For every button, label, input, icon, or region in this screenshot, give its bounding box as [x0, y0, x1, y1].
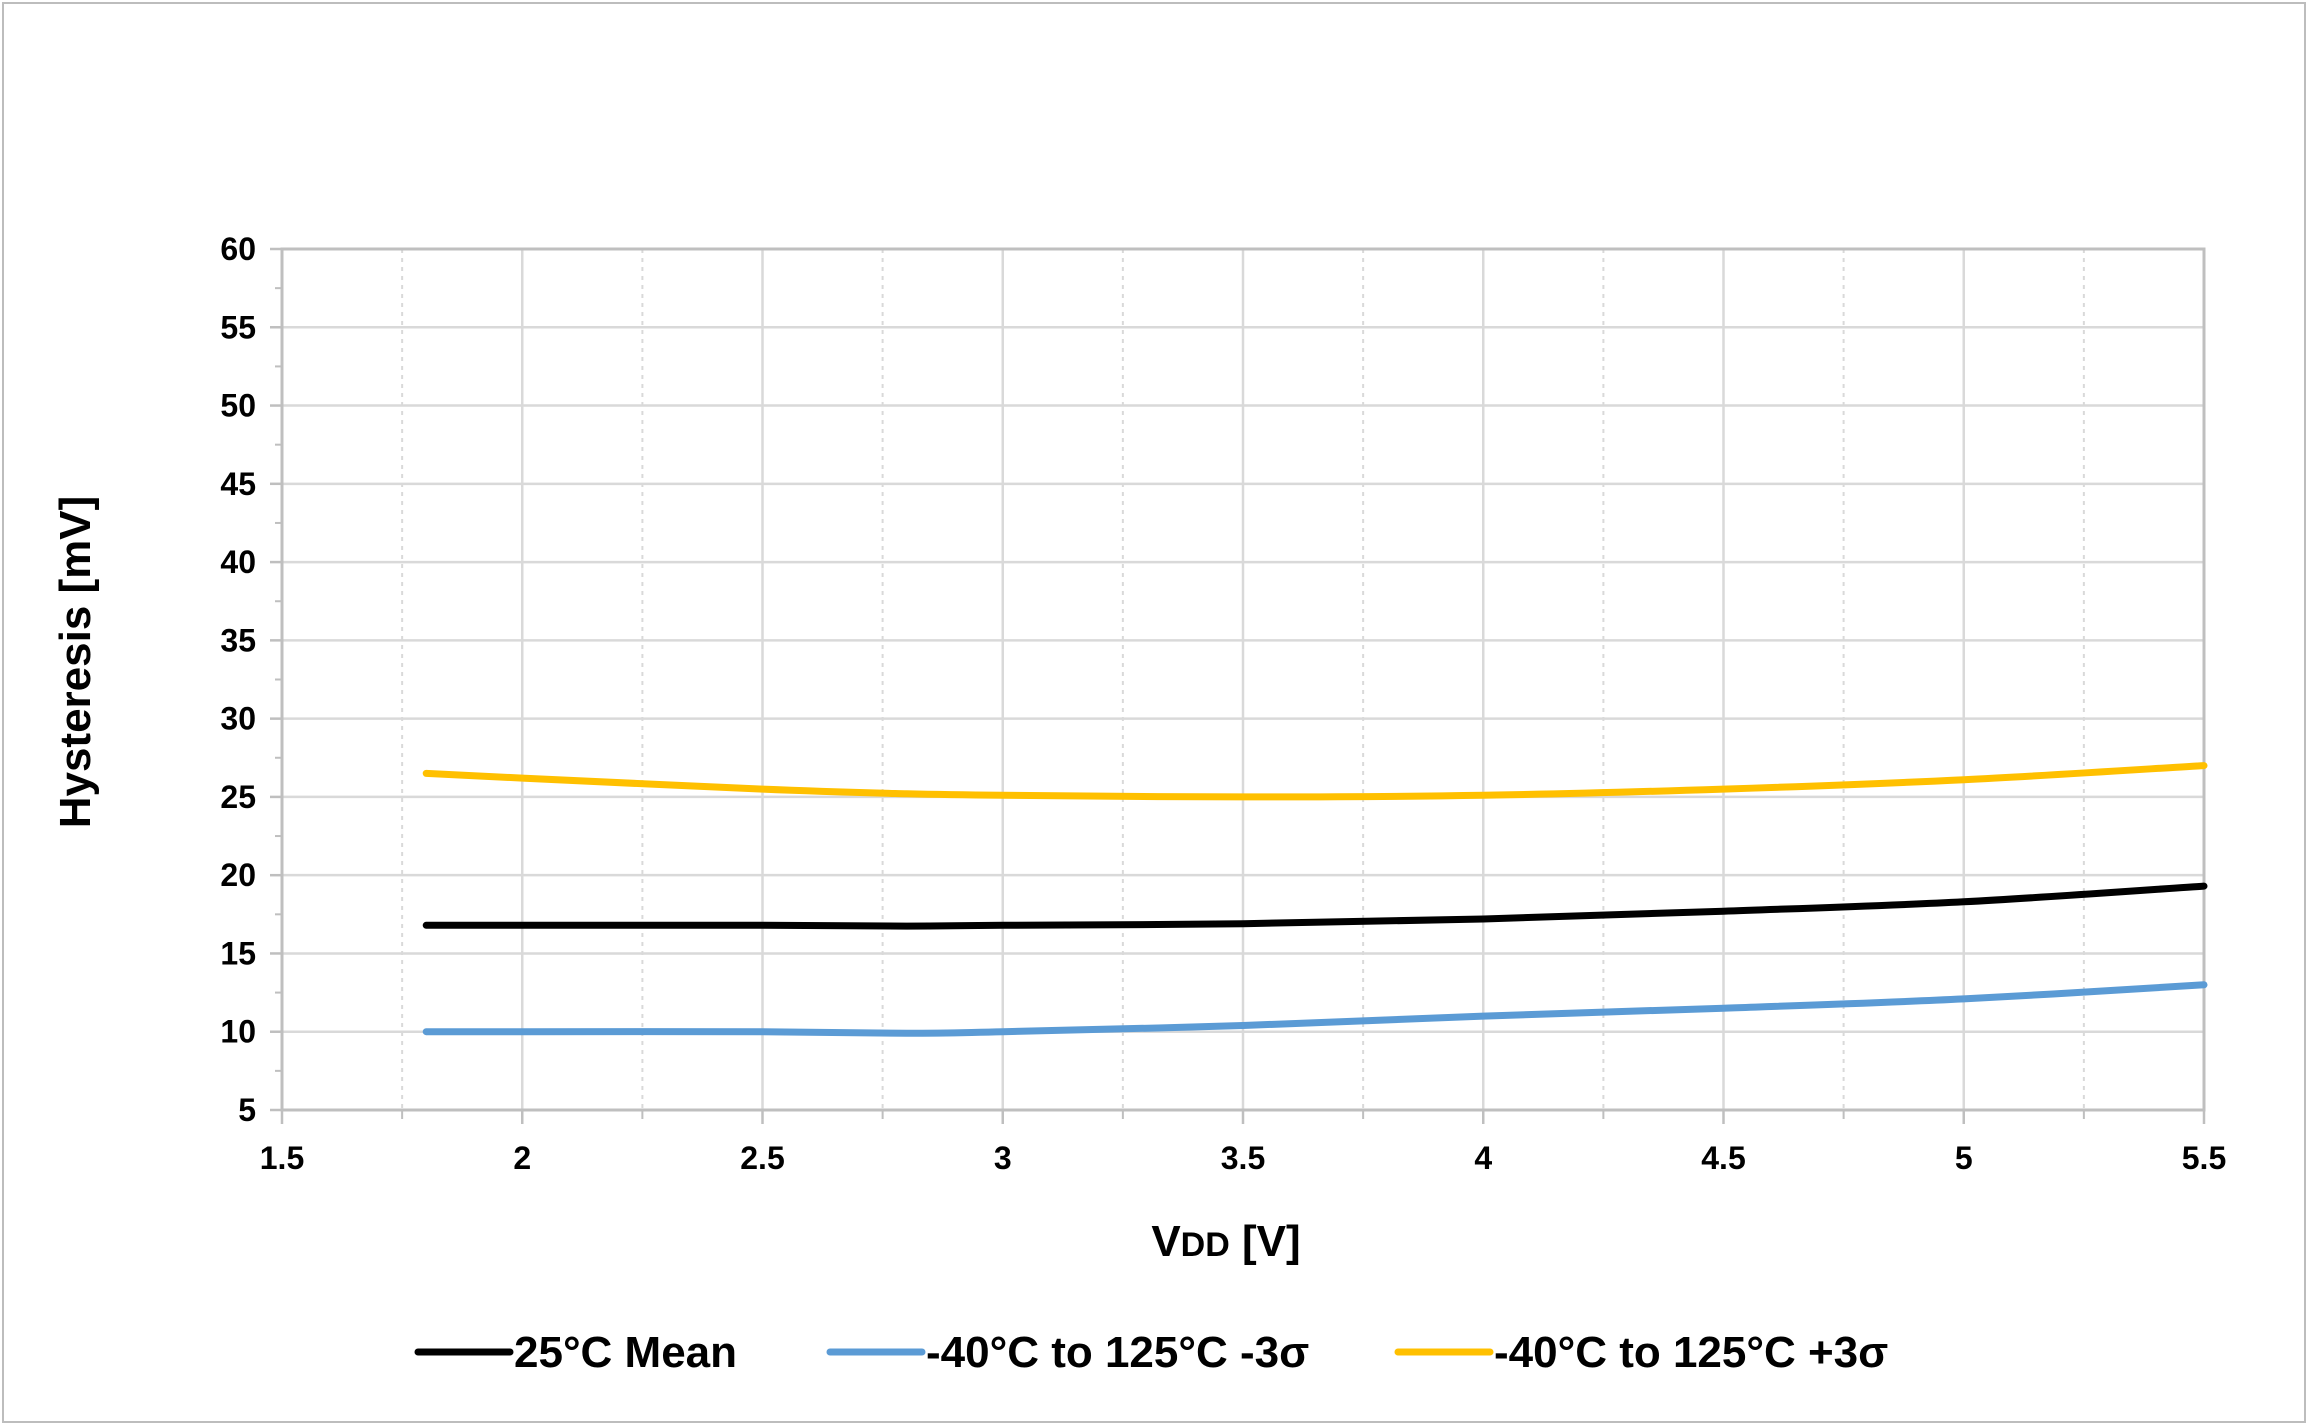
y-tick-label: 30	[220, 701, 256, 737]
series-line-1	[422, 882, 2208, 930]
y-tick-label: 55	[220, 309, 256, 345]
x-axis-title-unit: [V]	[1230, 1217, 1301, 1266]
y-tick-label: 60	[220, 231, 256, 267]
x-axis-tick-labels: 1.5 2 2.5 3 3.5 4 4.5 5 5.5	[260, 1140, 2226, 1176]
x-tick-label: 3	[994, 1140, 1012, 1176]
y-axis-title: Hysteresis [mV]	[51, 496, 100, 829]
x-tick-label: 5	[1955, 1140, 1973, 1176]
y-tick-label: 50	[220, 388, 256, 424]
legend-label-1: 25°C Mean	[514, 1328, 737, 1377]
x-axis-title: VDD [V]	[1151, 1217, 1300, 1266]
x-tick-label: 5.5	[2182, 1140, 2226, 1176]
x-tick-label: 1.5	[260, 1140, 304, 1176]
y-tick-label: 40	[220, 544, 256, 580]
legend-label-2: -40°C to 125°C -3σ	[926, 1328, 1309, 1377]
x-axis-title-main: V	[1151, 1217, 1181, 1266]
x-tick-label: 4	[1474, 1140, 1492, 1176]
y-tick-label: 5	[238, 1092, 256, 1128]
major-gridlines	[282, 249, 2204, 1110]
y-axis-tick-labels: 5 10 15 20 25 30 35 40 45 50 55 60	[220, 231, 256, 1128]
y-tick-label: 15	[220, 935, 256, 971]
legend: 25°C Mean -40°C to 125°C -3σ -40°C to 125°…	[414, 1328, 1888, 1377]
axis-ticks	[270, 247, 2206, 1124]
y-tick-label: 35	[220, 622, 256, 658]
series-line-2	[422, 981, 2208, 1037]
legend-label-3: -40°C to 125°C +3σ	[1494, 1328, 1888, 1377]
y-tick-label: 25	[220, 779, 256, 815]
y-tick-label: 10	[220, 1014, 256, 1050]
x-tick-label: 4.5	[1701, 1140, 1745, 1176]
x-tick-label: 2	[513, 1140, 531, 1176]
series-lines	[422, 762, 2208, 1037]
y-tick-label: 20	[220, 857, 256, 893]
x-tick-label: 2.5	[740, 1140, 784, 1176]
x-tick-label: 3.5	[1221, 1140, 1265, 1176]
y-tick-label: 45	[220, 466, 256, 502]
x-axis-title-subscript: DD	[1181, 1226, 1230, 1264]
series-line-3	[422, 762, 2208, 801]
